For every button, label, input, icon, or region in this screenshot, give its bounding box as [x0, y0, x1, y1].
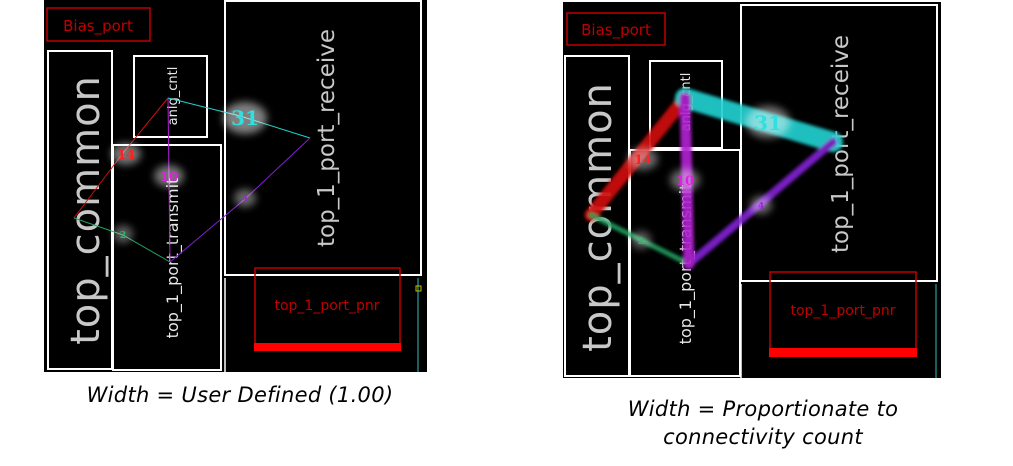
weight-label-10: 10	[160, 170, 178, 185]
caption-proportionate-line2: connectivity count	[663, 425, 863, 449]
weight-label-2: 2	[638, 237, 644, 247]
floorplan-canvas-left: Bias_port top_common anlg_cntl top_1_por…	[46, 0, 422, 372]
weight-label-4: 4	[758, 202, 764, 212]
bias-port-label: Bias_port	[581, 21, 651, 40]
weight-badge-14[interactable]: 14	[111, 143, 141, 165]
anlg-cntl-block[interactable]	[133, 55, 208, 138]
receive-block[interactable]	[740, 4, 938, 282]
weight-label-14: 14	[117, 148, 135, 163]
pnr-port-label: top_1_port_pnr	[790, 303, 895, 319]
bias-port-box[interactable]	[46, 7, 151, 42]
receive-block[interactable]	[224, 0, 422, 276]
weight-label-14: 14	[634, 153, 652, 168]
weight-label-2: 2	[120, 231, 126, 241]
weight-label-31: 31	[754, 111, 782, 135]
anlg-cntl-label: anlg_cntl	[166, 67, 181, 126]
receive-label: top_1_port_receive	[314, 29, 340, 247]
weight-badge-4[interactable]: 4	[750, 196, 772, 214]
weight-badge-4[interactable]: 4	[234, 189, 256, 207]
weight-label-4: 4	[242, 195, 248, 205]
weight-label-10: 10	[676, 174, 694, 189]
transmit-block[interactable]	[112, 144, 222, 371]
bias-port-label: Bias_port	[63, 17, 133, 36]
weight-badge-14[interactable]: 14	[628, 148, 658, 170]
weight-badge-2[interactable]: 2	[631, 231, 651, 249]
floorplan-canvas-right: Bias_port top_common anlg_cntl top_1_por…	[564, 4, 938, 378]
pnr-pin-marker	[415, 285, 422, 292]
flyline-14-a	[73, 152, 124, 219]
bias-port-box[interactable]	[566, 12, 666, 46]
weight-badge-2[interactable]: 2	[113, 225, 133, 243]
weight-badge-10[interactable]: 10	[670, 169, 700, 191]
weight-badge-31[interactable]: 31	[223, 102, 267, 134]
weight-badge-10[interactable]: 10	[154, 165, 184, 187]
caption-proportionate: Width = Proportionate to connectivity co…	[563, 395, 963, 451]
floorplan-panel-left: Bias_port top_common anlg_cntl top_1_por…	[44, 0, 427, 372]
caption-proportionate-line1: Width = Proportionate to	[627, 397, 899, 421]
pnr-port-bar	[254, 343, 401, 351]
weight-label-31: 31	[231, 106, 259, 130]
flyline-4-a	[169, 198, 246, 263]
flyline-4-b	[244, 137, 311, 200]
caption-user-defined: Width = User Defined (1.00)	[86, 383, 394, 407]
pnr-port-bar	[769, 348, 917, 357]
pnr-port-label: top_1_port_pnr	[274, 298, 379, 314]
weight-badge-31[interactable]: 31	[746, 106, 790, 138]
top-common-label: top_common	[63, 75, 109, 345]
floorplan-panel-right: Bias_port top_common anlg_cntl top_1_por…	[563, 2, 941, 378]
transmit-label: top_1_port_transmit	[163, 178, 183, 339]
